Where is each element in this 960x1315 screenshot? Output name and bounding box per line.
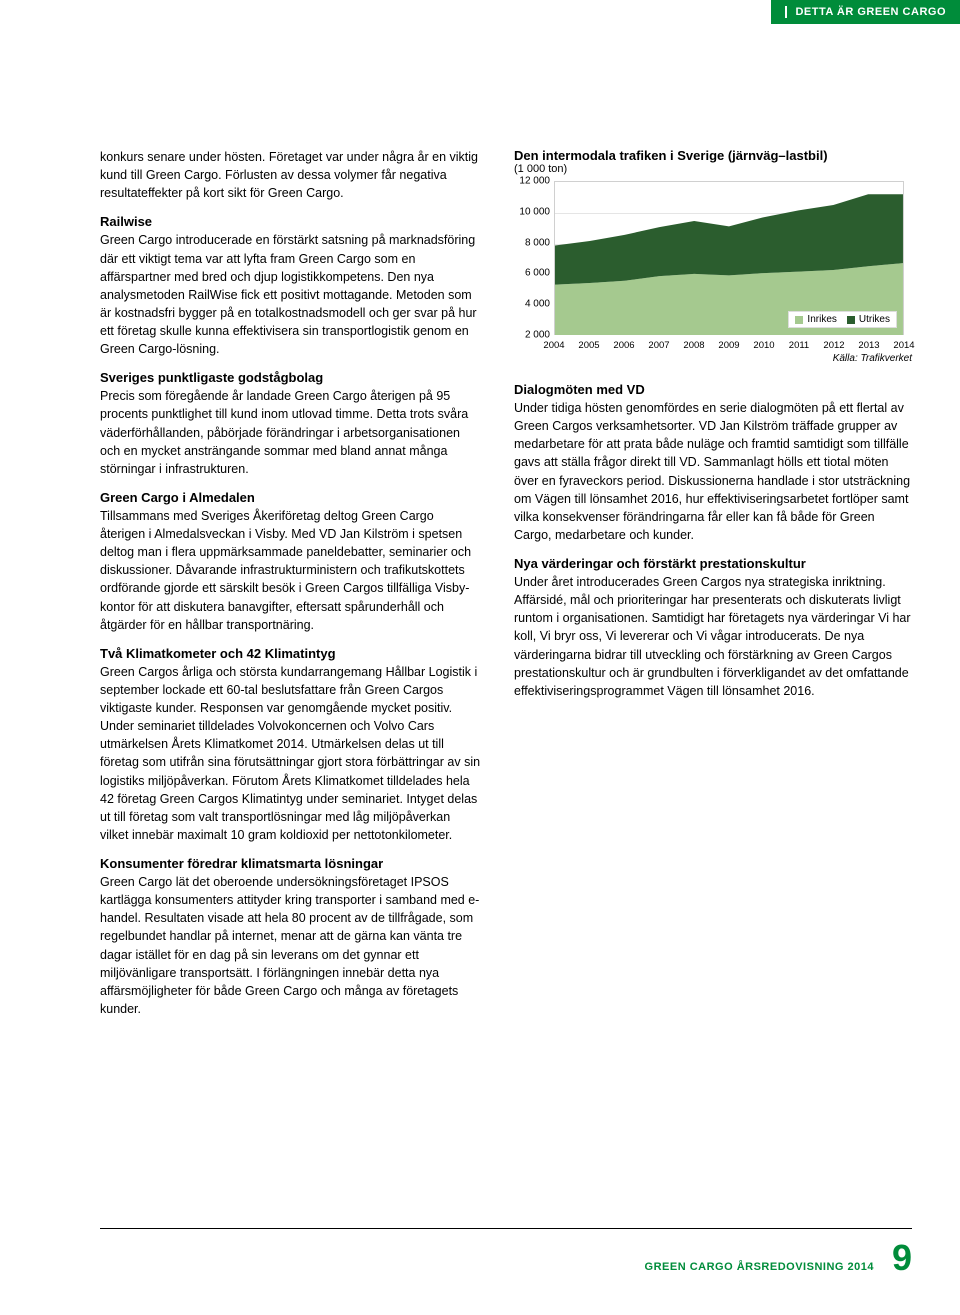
chart-y-tick: 12 000 (514, 176, 550, 187)
right-column: Den intermodala trafiken i Sverige (järn… (514, 148, 912, 1030)
footer-divider (100, 1228, 912, 1229)
content-area: konkurs senare under hösten. Företaget v… (100, 148, 912, 1030)
dialog-body: Under tidiga hösten genomfördes en serie… (514, 399, 912, 544)
chart-y-tick: 2 000 (514, 330, 550, 341)
vard-title: Nya värderingar och förstärkt prestation… (514, 556, 912, 571)
railwise-title: Railwise (100, 214, 482, 229)
chart-plot: Inrikes Utrikes (554, 181, 904, 335)
chart-source: Källa: Trafikverket (514, 353, 912, 364)
chart-x-tick: 2011 (789, 340, 809, 351)
chart-x-tick: 2010 (753, 340, 774, 351)
chart-x-tick: 2006 (613, 340, 634, 351)
railwise-body: Green Cargo introducerade en förstärkt s… (100, 231, 482, 358)
chart-x-tick: 2009 (718, 340, 739, 351)
header-tab-text: DETTA ÄR GREEN CARGO (785, 6, 946, 18)
klimat-title: Två Klimatkometer och 42 Klimatintyg (100, 646, 482, 661)
kons-title: Konsumenter föredrar klimatsmarta lösnin… (100, 856, 482, 871)
almed-body: Tillsammans med Sveriges Åkeriföretag de… (100, 507, 482, 634)
legend-swatch-utrikes (847, 316, 855, 324)
chart-y-tick: 6 000 (514, 268, 550, 279)
footer-text: GREEN CARGO ÅRSREDOVISNING 2014 (645, 1261, 874, 1273)
chart-x-tick: 2008 (683, 340, 704, 351)
chart-container: 12 00010 0008 0006 0004 0002 000 Inrikes… (514, 181, 904, 351)
footer-page-number: 9 (892, 1237, 912, 1279)
legend-label-inrikes: Inrikes (807, 314, 836, 325)
chart-y-tick: 4 000 (514, 299, 550, 310)
chart-x-tick: 2005 (578, 340, 599, 351)
chart-x-tick: 2004 (543, 340, 564, 351)
chart-y-tick: 10 000 (514, 206, 550, 217)
chart-x-tick: 2012 (823, 340, 844, 351)
chart-x-tick: 2013 (858, 340, 879, 351)
dialog-title: Dialogmöten med VD (514, 382, 912, 397)
page: DETTA ÄR GREEN CARGO konkurs senare unde… (0, 0, 960, 1315)
punkt-body: Precis som föregående år landade Green C… (100, 387, 482, 478)
footer: GREEN CARGO ÅRSREDOVISNING 2014 9 (645, 1237, 912, 1279)
klimat-body: Green Cargos årliga och största kundarra… (100, 663, 482, 844)
chart-y-tick: 8 000 (514, 237, 550, 248)
chart-title: Den intermodala trafiken i Sverige (järn… (514, 148, 912, 163)
vard-body: Under året introducerades Green Cargos n… (514, 573, 912, 700)
header-tab: DETTA ÄR GREEN CARGO (771, 0, 960, 24)
kons-body: Green Cargo lät det oberoende undersökni… (100, 873, 482, 1018)
chart-x-tick: 2014 (893, 340, 914, 351)
left-column: konkurs senare under hösten. Företaget v… (100, 148, 482, 1030)
legend-utrikes: Utrikes (847, 314, 890, 325)
chart-legend: Inrikes Utrikes (788, 311, 897, 328)
intro-paragraph: konkurs senare under hösten. Företaget v… (100, 148, 482, 202)
chart-subtitle: (1 000 ton) (514, 163, 912, 175)
chart-x-tick: 2007 (648, 340, 669, 351)
almed-title: Green Cargo i Almedalen (100, 490, 482, 505)
legend-inrikes: Inrikes (795, 314, 836, 325)
punkt-title: Sveriges punktligaste godstågbolag (100, 370, 482, 385)
legend-swatch-inrikes (795, 316, 803, 324)
legend-label-utrikes: Utrikes (859, 314, 890, 325)
